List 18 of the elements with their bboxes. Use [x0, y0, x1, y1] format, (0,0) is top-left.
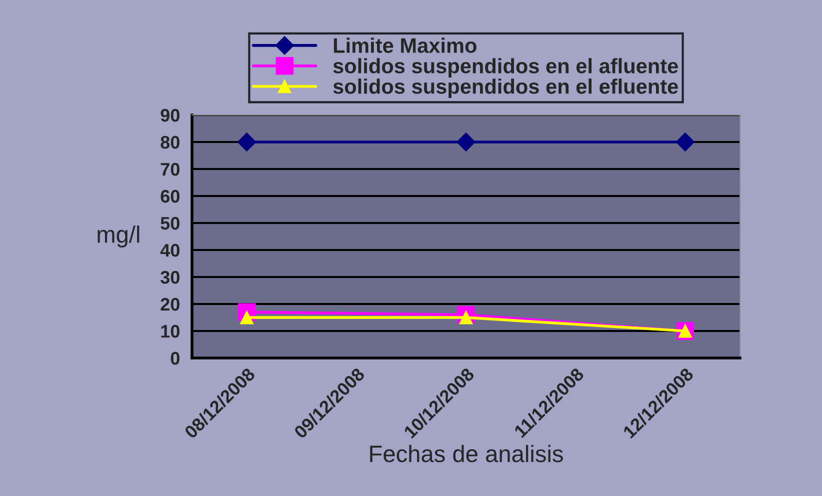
y-tick-label: 20 — [160, 298, 180, 311]
y-tick-label: 30 — [160, 270, 180, 284]
y-tick-label: 70 — [160, 162, 180, 176]
point — [676, 132, 695, 152]
y-tick-label: 10 — [161, 324, 180, 338]
y-tick-label: 90 — [160, 108, 180, 122]
legend-label: solidos suspendidos en el afluente — [333, 58, 678, 78]
y-tick-label: 50 — [160, 216, 180, 230]
y-axis-title: mg/l — [98, 225, 140, 248]
y-tick-label: 40 — [160, 244, 180, 257]
legend-label: solidos suspendidos en el efluente — [333, 78, 678, 98]
y-tick-label: 80 — [160, 136, 180, 149]
point — [237, 132, 256, 152]
y-tick-label: 60 — [160, 190, 180, 203]
legend-label: Limite Maximo — [334, 38, 476, 53]
point — [456, 132, 476, 152]
y-tick-label: 0 — [170, 352, 180, 365]
x-axis-title: Fechas de analisis — [370, 444, 563, 462]
